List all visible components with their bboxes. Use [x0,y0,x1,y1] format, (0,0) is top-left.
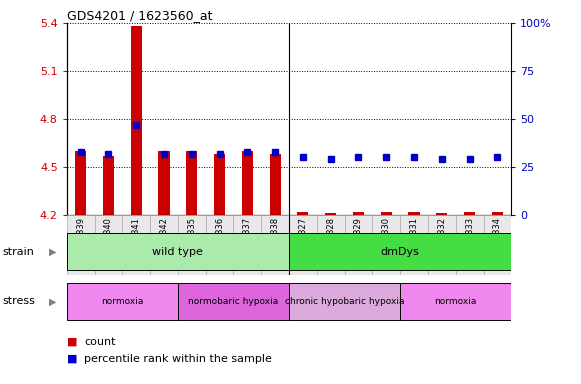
Bar [214,154,225,215]
Text: GSM398828: GSM398828 [326,217,335,268]
Text: percentile rank within the sample: percentile rank within the sample [84,354,272,364]
Text: GSM398842: GSM398842 [160,217,168,268]
Text: GSM398835: GSM398835 [187,217,196,268]
Bar [103,156,114,215]
Text: GSM398833: GSM398833 [465,217,474,268]
Bar [159,151,170,215]
Bar [242,151,253,215]
Text: stress: stress [3,296,36,306]
Text: GSM398829: GSM398829 [354,217,363,268]
Bar [67,215,95,275]
Bar [67,283,178,320]
Bar [408,212,419,215]
Text: GSM398832: GSM398832 [437,217,446,268]
Bar [483,215,511,275]
Bar [492,212,503,215]
Bar [187,151,198,215]
Bar [400,283,511,320]
Text: GSM398837: GSM398837 [243,217,252,268]
Text: wild type: wild type [152,247,203,257]
Bar [289,233,511,270]
Bar [345,215,372,275]
Bar [261,215,289,275]
Bar [123,215,150,275]
Text: chronic hypobaric hypoxia: chronic hypobaric hypoxia [285,297,404,306]
Bar [178,283,289,320]
Text: count: count [84,337,116,347]
Text: GSM398831: GSM398831 [410,217,418,268]
Text: ▶: ▶ [49,247,56,257]
Text: normobaric hypoxia: normobaric hypoxia [188,297,279,306]
Bar [234,215,261,275]
Bar [297,212,309,215]
Bar [289,215,317,275]
Bar [325,214,336,215]
Text: normoxia: normoxia [435,297,477,306]
Bar [206,215,234,275]
Bar [289,283,400,320]
Text: GSM398839: GSM398839 [76,217,85,268]
Text: GDS4201 / 1623560_at: GDS4201 / 1623560_at [67,9,212,22]
Bar [67,233,289,270]
Bar [400,215,428,275]
Bar [150,215,178,275]
Bar [464,212,475,215]
Text: strain: strain [3,247,35,257]
Text: GSM398830: GSM398830 [382,217,391,268]
Text: dmDys: dmDys [381,247,419,257]
Text: GSM398827: GSM398827 [299,217,307,268]
Text: GSM398840: GSM398840 [104,217,113,268]
Bar [456,215,483,275]
Bar [270,154,281,215]
Bar [381,212,392,215]
Bar [372,215,400,275]
Text: ■: ■ [67,337,77,347]
Bar [436,214,447,215]
Bar [353,212,364,215]
Bar [75,151,86,215]
Text: GSM398841: GSM398841 [132,217,141,268]
Text: ■: ■ [67,354,77,364]
Text: GSM398838: GSM398838 [271,217,279,268]
Bar [178,215,206,275]
Text: GSM398834: GSM398834 [493,217,502,268]
Text: GSM398836: GSM398836 [215,217,224,268]
Text: normoxia: normoxia [101,297,144,306]
Bar [317,215,345,275]
Bar [95,215,123,275]
Text: ▶: ▶ [49,296,56,306]
Bar [131,26,142,215]
Bar [428,215,456,275]
